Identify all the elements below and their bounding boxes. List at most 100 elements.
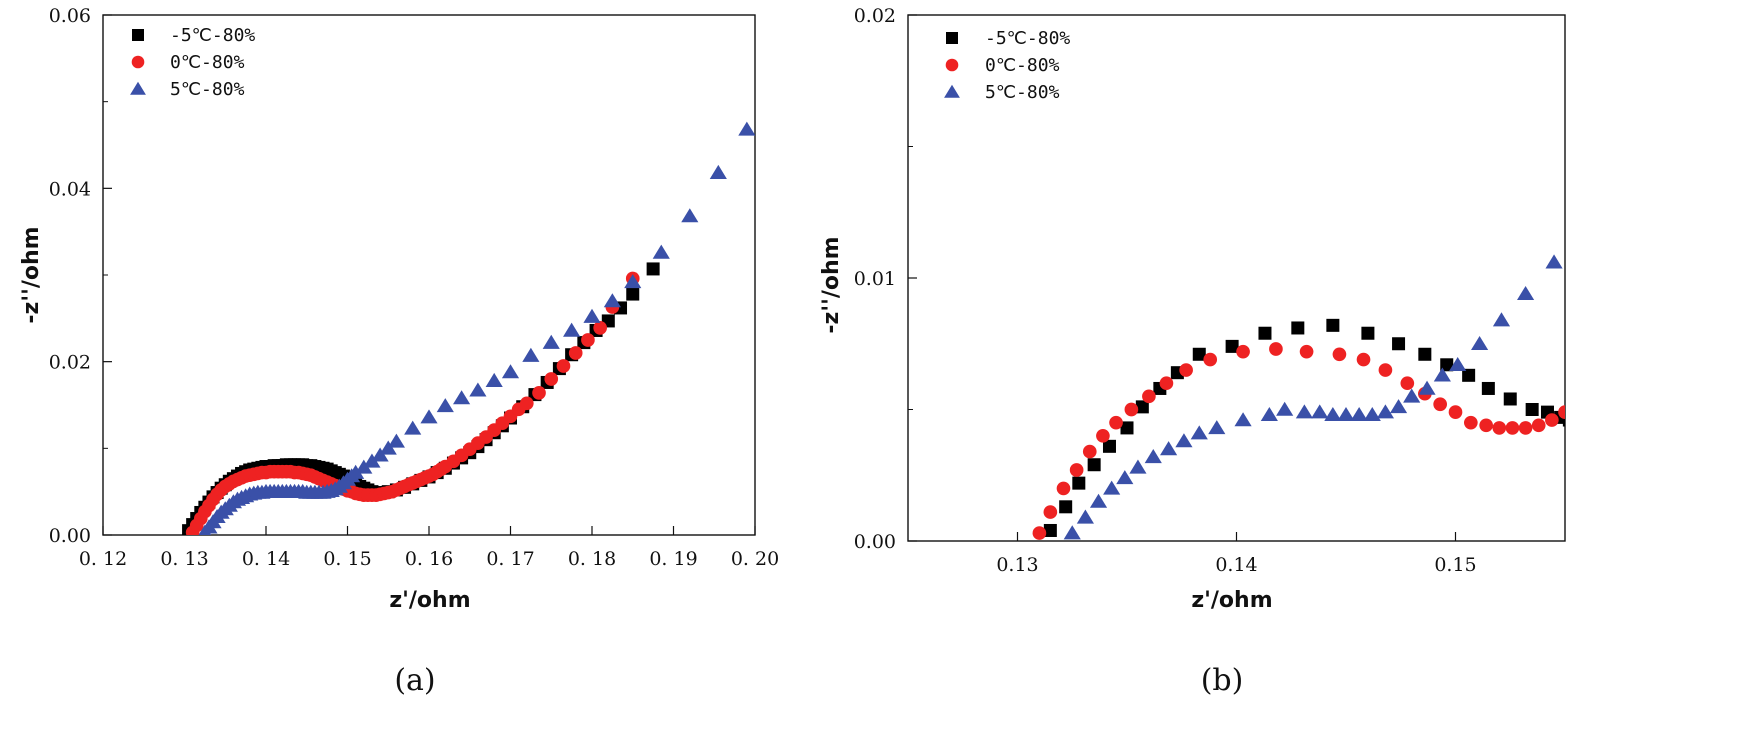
data-point [1332, 347, 1347, 362]
data-point [1554, 410, 1565, 424]
data-point [624, 274, 642, 289]
data-point [1109, 415, 1123, 430]
x-tick-label: 0. 16 [405, 548, 453, 570]
data-point [1471, 335, 1489, 350]
data-point [544, 372, 559, 386]
data-point [1087, 458, 1101, 472]
data-point [1234, 412, 1252, 427]
chart-panel-a: 0. 12 0. 13 0. 14 0. 15 0. 16 0. 17 0. 18 0. 19… [19, 5, 779, 698]
x-tick-label: 0.15 [1434, 554, 1476, 576]
data-point [709, 164, 727, 179]
legend-entry: 0℃-80% [170, 52, 245, 73]
y-axis-ticks: 0.00 0.02 0.04 0.06 [49, 5, 112, 547]
x-tick-label: 0. 18 [568, 548, 616, 570]
data-point [1440, 358, 1454, 372]
y-tick-label: 0.00 [49, 525, 91, 547]
data-point [436, 398, 454, 413]
y-tick-label: 0.02 [854, 5, 896, 27]
data-point [1102, 439, 1116, 453]
x-axis-ticks: 0. 12 0. 13 0. 14 0. 15 0. 16 0. 17 0. 18 0. 19… [79, 526, 779, 570]
data-point [1505, 421, 1520, 435]
data-point [646, 262, 660, 276]
data-point [1160, 441, 1178, 456]
data-point [1376, 404, 1394, 419]
y-axis-label: -z''/ohm [19, 226, 44, 323]
x-tick-label: 0. 17 [486, 548, 534, 570]
data-point [1492, 421, 1507, 435]
x-tick-label: 0. 14 [242, 548, 290, 570]
data-point [1225, 339, 1239, 353]
data-point [1072, 476, 1086, 490]
data-point [1464, 415, 1478, 430]
data-point [1518, 421, 1533, 435]
y-tick-label: 0.01 [854, 268, 896, 290]
data-point [1433, 367, 1451, 382]
data-point [1144, 449, 1162, 464]
data-point [519, 396, 534, 411]
data-point [420, 409, 438, 424]
data-point [1324, 406, 1342, 421]
data-point [1043, 523, 1057, 537]
data-point [1260, 406, 1278, 421]
data-point [355, 459, 373, 474]
x-axis-label: z'/ohm [389, 588, 470, 613]
data-point [1418, 347, 1432, 361]
data-point [1392, 337, 1406, 351]
x-axis-label: z'/ohm [1191, 588, 1272, 613]
data-point [1116, 470, 1134, 485]
y-tick-label: 0.02 [49, 352, 91, 374]
data-point [1418, 380, 1436, 395]
legend: -5℃-80% 0℃-80% 5℃-80% [944, 28, 1070, 103]
data-point [1142, 389, 1156, 404]
data-point [1299, 344, 1314, 359]
legend-entry: 5℃-80% [985, 82, 1060, 103]
data-point [1558, 405, 1565, 419]
data-point [1276, 401, 1294, 416]
data-point [1389, 399, 1408, 414]
data-point [1517, 285, 1535, 301]
x-tick-label: 0. 12 [79, 548, 127, 570]
data-point [532, 386, 546, 400]
x-tick-label: 0. 20 [731, 548, 779, 570]
data-point [469, 382, 487, 397]
legend-marker [132, 29, 144, 41]
data-point [556, 359, 571, 373]
data-point [1076, 509, 1094, 524]
data-point [1032, 526, 1047, 540]
data-point [1503, 392, 1517, 406]
legend-entry: -5℃-80% [170, 25, 255, 46]
x-tick-label: 0. 19 [649, 548, 697, 570]
series-triangle [198, 121, 755, 535]
data-point [652, 244, 670, 259]
data-point [1063, 525, 1081, 540]
data-point [501, 364, 520, 379]
series-circle [1032, 342, 1565, 540]
data-point [522, 347, 540, 362]
data-point [1295, 404, 1313, 419]
panel-label: (a) [394, 663, 435, 698]
data-point [681, 208, 699, 223]
y-tick-label: 0.00 [854, 531, 896, 553]
data-point [1326, 318, 1340, 332]
data-point [453, 390, 471, 405]
data-point [1192, 347, 1206, 361]
data-point [1356, 352, 1371, 367]
data-point [593, 321, 607, 335]
series-triangle [1063, 254, 1563, 540]
data-point [1363, 406, 1381, 421]
data-point [363, 453, 381, 468]
data-point [1479, 418, 1493, 433]
data-point [581, 333, 595, 347]
legend-entry: 0℃-80% [985, 55, 1060, 76]
legend-marker [131, 55, 145, 69]
data-point [568, 346, 583, 360]
data-point [1129, 459, 1147, 474]
series-square [1043, 318, 1565, 537]
data-point [387, 433, 405, 448]
data-point [542, 334, 560, 349]
data-point [1403, 388, 1421, 403]
legend-entry: -5℃-80% [985, 28, 1070, 49]
legend-marker [946, 32, 958, 44]
data-point [1545, 254, 1563, 269]
data-point [1043, 505, 1058, 519]
